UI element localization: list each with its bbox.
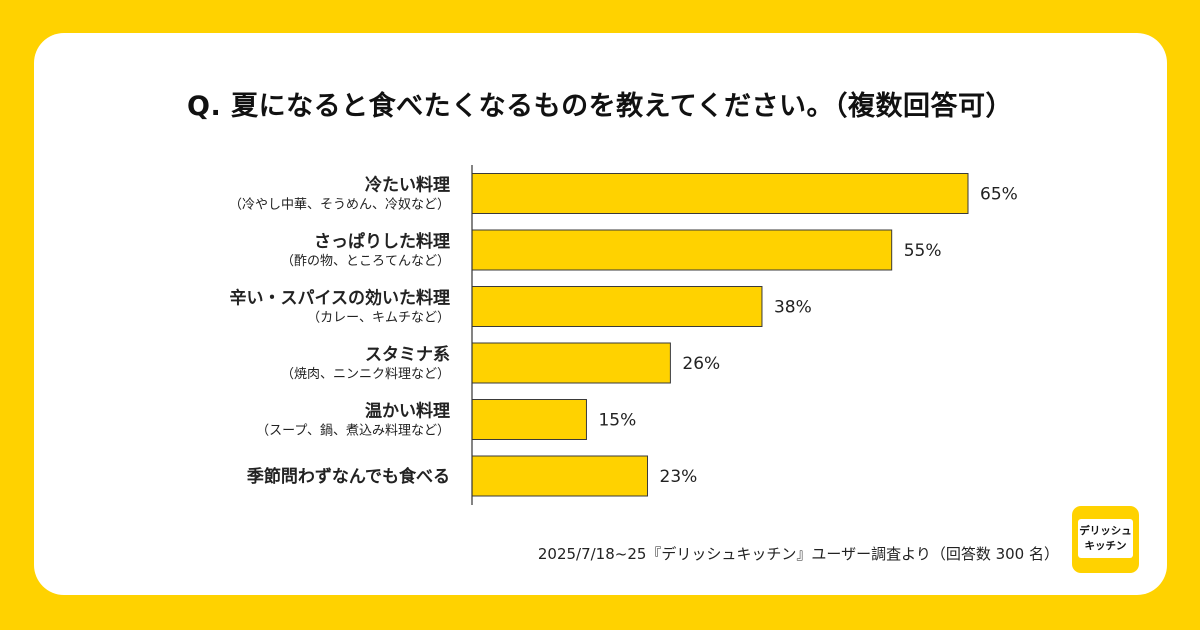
bar-5 <box>471 455 649 497</box>
category-label-3: スタミナ系 <box>365 345 450 365</box>
brand-logo-text: デリッシュ キッチン <box>1078 519 1133 558</box>
chart-title: Q. 夏になると食べたくなるものを教えてください。（複数回答可） <box>187 91 1013 122</box>
category-sublabel-3: （焼肉、ニンニク料理など） <box>281 367 450 382</box>
category-label-1: さっぱりした料理 <box>314 231 450 252</box>
category-sublabel-4: （スープ、鍋、煮込み料理など） <box>256 423 450 439</box>
bar-3 <box>471 342 671 384</box>
brand-logo: デリッシュ キッチン <box>1072 506 1139 573</box>
logo-line-2: キッチン <box>1084 540 1127 552</box>
value-label-2: 38% <box>774 298 812 318</box>
logo-line-1: デリッシュ <box>1079 525 1132 537</box>
bar-4 <box>471 399 587 440</box>
category-label-2: 辛い・スパイスの効いた料理 <box>230 288 451 309</box>
source-footnote: 2025/7/18~25『デリッシュキッチン』ユーザー調査より（回答数 300 … <box>537 545 1059 563</box>
value-label-1: 55% <box>904 241 942 261</box>
category-sublabel-0: （冷やし中華、そうめん、冷奴など） <box>229 197 450 213</box>
value-label-4: 15% <box>598 411 636 431</box>
category-sublabel-1: （酢の物、ところてんなど） <box>281 254 450 269</box>
bar-2 <box>471 286 763 327</box>
category-label-5: 季節問わずなんでも食べる <box>247 466 450 487</box>
category-label-0: 冷たい料理 <box>365 175 450 196</box>
value-label-0: 65% <box>980 185 1018 205</box>
value-label-3: 26% <box>682 354 720 374</box>
category-sublabel-2: （カレー、キムチなど） <box>307 311 450 326</box>
bar-1 <box>471 229 893 271</box>
bar-0 <box>471 173 969 214</box>
value-label-5: 23% <box>660 467 698 487</box>
category-label-4: 温かい料理 <box>365 401 450 422</box>
